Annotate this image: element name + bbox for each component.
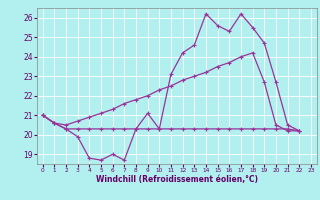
X-axis label: Windchill (Refroidissement éolien,°C): Windchill (Refroidissement éolien,°C) <box>96 175 258 184</box>
